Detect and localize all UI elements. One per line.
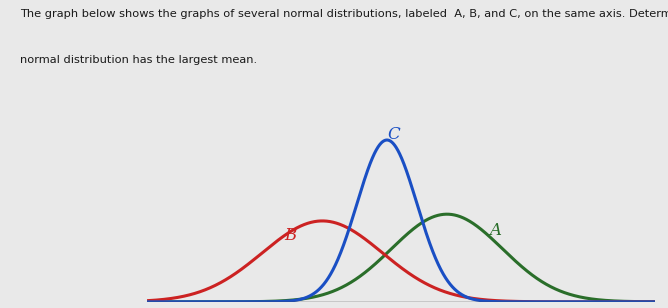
- Text: A: A: [490, 222, 502, 239]
- Text: C: C: [387, 126, 400, 143]
- Text: B: B: [284, 227, 296, 244]
- Text: The graph below shows the graphs of several normal distributions, labeled  A, B,: The graph below shows the graphs of seve…: [20, 9, 668, 19]
- Text: normal distribution has the largest mean.: normal distribution has the largest mean…: [20, 55, 257, 65]
